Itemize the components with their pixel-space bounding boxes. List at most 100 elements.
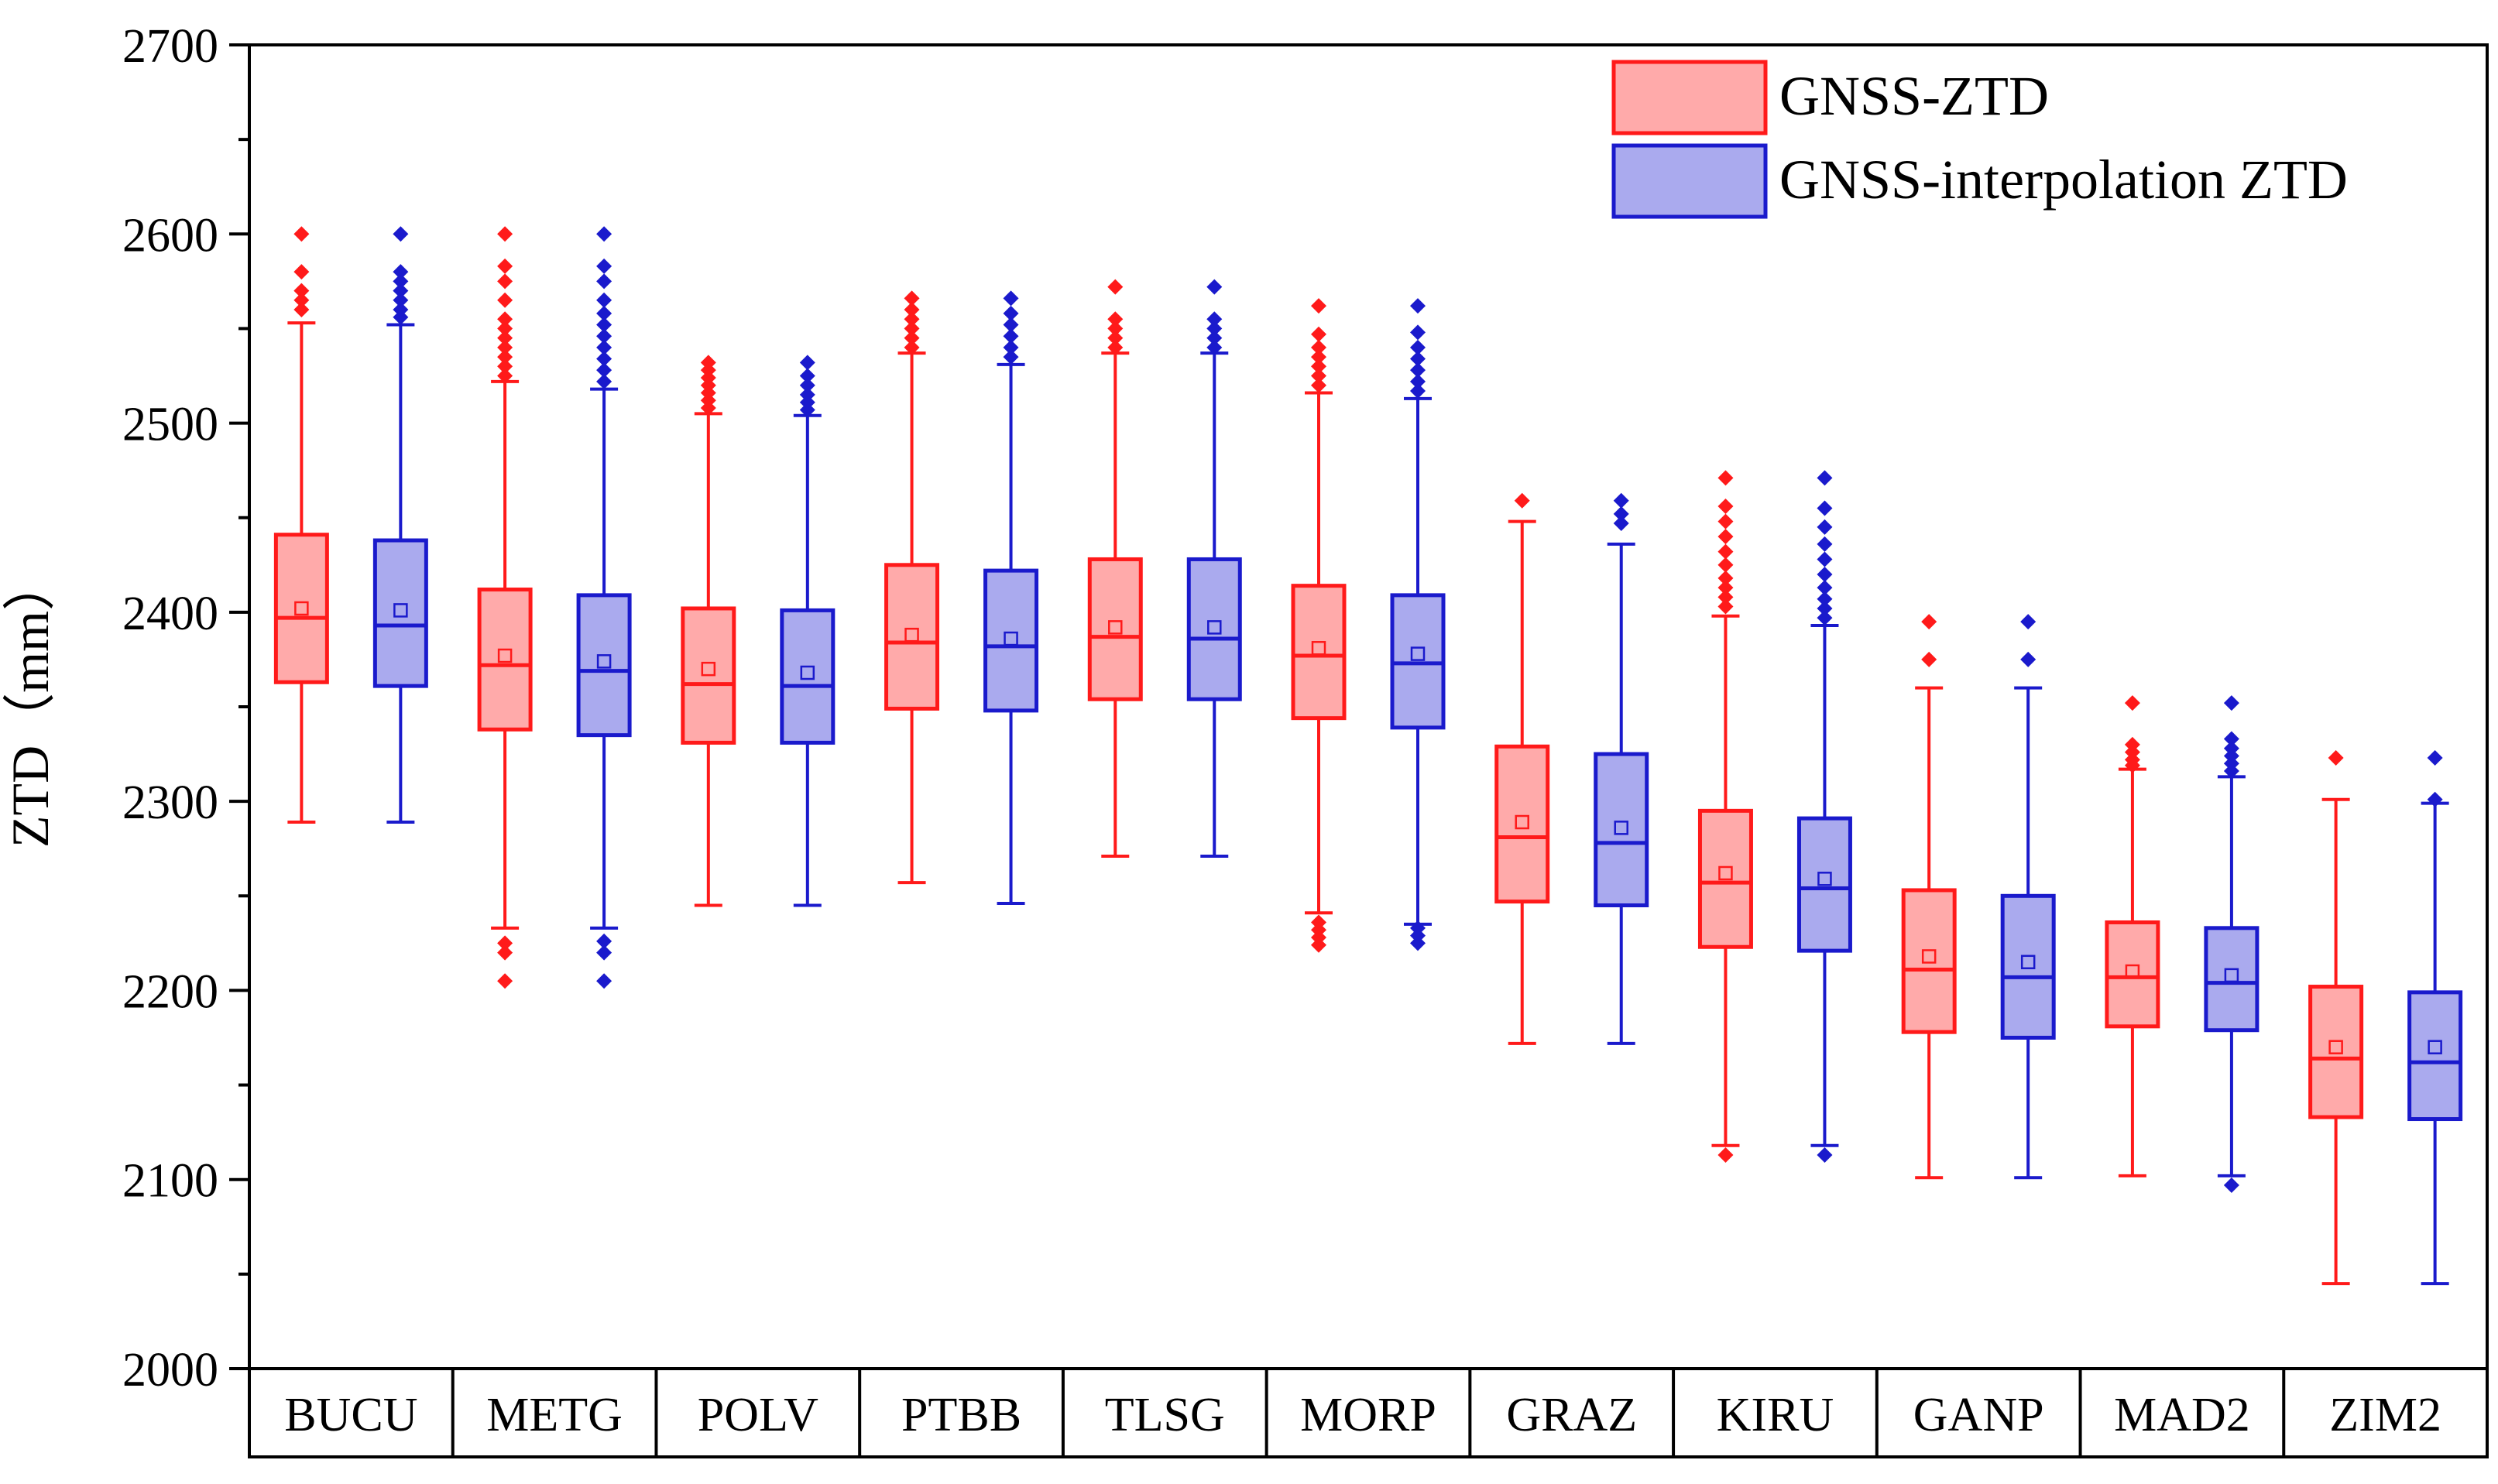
outlier-point xyxy=(1003,317,1019,333)
outlier-point xyxy=(1717,470,1734,486)
outlier-point xyxy=(1717,570,1734,586)
outlier-point xyxy=(1817,1146,1833,1163)
outlier-point xyxy=(1003,339,1019,355)
outlier-point xyxy=(1410,373,1426,389)
outlier-point xyxy=(1311,298,1326,314)
outlier-point xyxy=(1817,536,1833,552)
outlier-point xyxy=(497,311,513,327)
box-iqr xyxy=(1796,816,1852,953)
outlier-point xyxy=(497,358,513,375)
outlier-point xyxy=(497,226,513,242)
box-metg xyxy=(477,226,533,989)
legend-label-1: GNSS-ZTD xyxy=(1779,65,2049,127)
mean-marker xyxy=(1817,872,1832,886)
outlier-point xyxy=(1311,368,1326,384)
legend-label-2: GNSS-interpolation ZTD xyxy=(1779,149,2348,211)
y-tick-label: 2700 xyxy=(122,20,218,73)
outlier-point xyxy=(393,273,409,290)
outlier-point xyxy=(799,355,815,371)
outlier-point xyxy=(293,264,310,280)
outlier-point xyxy=(596,944,612,961)
outlier-point xyxy=(497,292,513,308)
box-iqr xyxy=(1087,557,1143,701)
box-kiru xyxy=(1796,470,1852,1163)
y-tick-label: 2500 xyxy=(122,399,218,451)
outlier-point xyxy=(1613,506,1629,522)
outlier-point xyxy=(497,258,513,274)
outlier-point xyxy=(1003,305,1019,321)
box-iqr xyxy=(2204,926,2260,1033)
axes: 2000 2100 2200 2300 2400 2500 2600 2700 BUCU METG… xyxy=(122,20,2489,1458)
outlier-point xyxy=(1817,610,1833,626)
category-label: GRAZ xyxy=(1506,1389,1637,1441)
outlier-point xyxy=(393,283,409,299)
outlier-point xyxy=(1613,492,1629,509)
y-axis-label: ZTD（mm） xyxy=(1,558,60,848)
category-label: MORP xyxy=(1300,1389,1436,1441)
box-ganp xyxy=(1901,614,1957,1180)
box-bucu xyxy=(372,226,428,824)
outlier-point xyxy=(393,226,409,242)
outlier-point xyxy=(393,302,409,317)
box-iqr xyxy=(2000,893,2056,1040)
outlier-point xyxy=(596,973,612,989)
mean-marker xyxy=(800,665,815,680)
box-mad2 xyxy=(2105,695,2160,1177)
outlier-point xyxy=(2223,695,2239,711)
box-metg xyxy=(576,226,632,989)
outlier-point xyxy=(2020,614,2036,630)
outlier-point xyxy=(1311,358,1326,375)
outlier-point xyxy=(1311,326,1326,342)
outlier-point xyxy=(1107,339,1124,355)
mean-marker xyxy=(2020,954,2036,970)
outlier-point xyxy=(1717,1146,1734,1163)
outlier-point xyxy=(1817,551,1833,567)
box-iqr xyxy=(1494,744,1550,904)
outlier-point xyxy=(497,273,513,290)
category-label: BUCU xyxy=(284,1389,417,1441)
mean-marker xyxy=(1410,646,1426,661)
box-iqr xyxy=(1186,557,1242,701)
outlier-point xyxy=(596,273,612,290)
outlier-point xyxy=(596,317,612,333)
outlier-point xyxy=(293,292,310,308)
outlier-point xyxy=(2223,731,2239,747)
box-iqr xyxy=(273,533,329,684)
outlier-point xyxy=(1717,513,1734,530)
box-graz xyxy=(1594,492,1649,1045)
y-tick-label: 2100 xyxy=(122,1155,218,1208)
outlier-point xyxy=(1206,320,1223,337)
box-tlsg xyxy=(1186,279,1242,858)
outlier-point xyxy=(596,339,612,355)
box-zim2 xyxy=(2308,749,2364,1286)
outlier-point xyxy=(1613,516,1629,532)
box-polv xyxy=(780,355,836,907)
y-tick-label: 2400 xyxy=(122,588,218,640)
outlier-point xyxy=(1107,279,1124,295)
box-ganp xyxy=(2000,614,2056,1180)
outlier-point xyxy=(1410,324,1426,341)
outlier-point xyxy=(2427,791,2443,807)
series-gnss-ztd xyxy=(273,226,2364,1286)
box-tlsg xyxy=(1087,279,1143,858)
outlier-point xyxy=(1311,339,1326,355)
outlier-point xyxy=(1817,470,1833,486)
outlier-point xyxy=(596,933,612,949)
legend: GNSS-ZTD GNSS-interpolation ZTD xyxy=(1611,60,2348,219)
mean-marker xyxy=(1311,641,1326,656)
outlier-point xyxy=(1410,351,1426,367)
box-morp xyxy=(1291,298,1347,953)
box-kiru xyxy=(1697,470,1753,1163)
outlier-point xyxy=(393,292,409,308)
mean-marker xyxy=(2125,964,2140,979)
outlier-point xyxy=(904,330,920,346)
mean-marker xyxy=(294,601,309,616)
mean-marker xyxy=(2428,1040,2442,1054)
outlier-point xyxy=(1107,330,1124,346)
box-mad2 xyxy=(2204,695,2260,1194)
outlier-point xyxy=(1717,557,1734,573)
box-iqr xyxy=(2105,920,2160,1029)
y-tick-label: 2200 xyxy=(122,965,218,1018)
outlier-point xyxy=(1817,567,1833,582)
outlier-point xyxy=(1311,349,1326,365)
